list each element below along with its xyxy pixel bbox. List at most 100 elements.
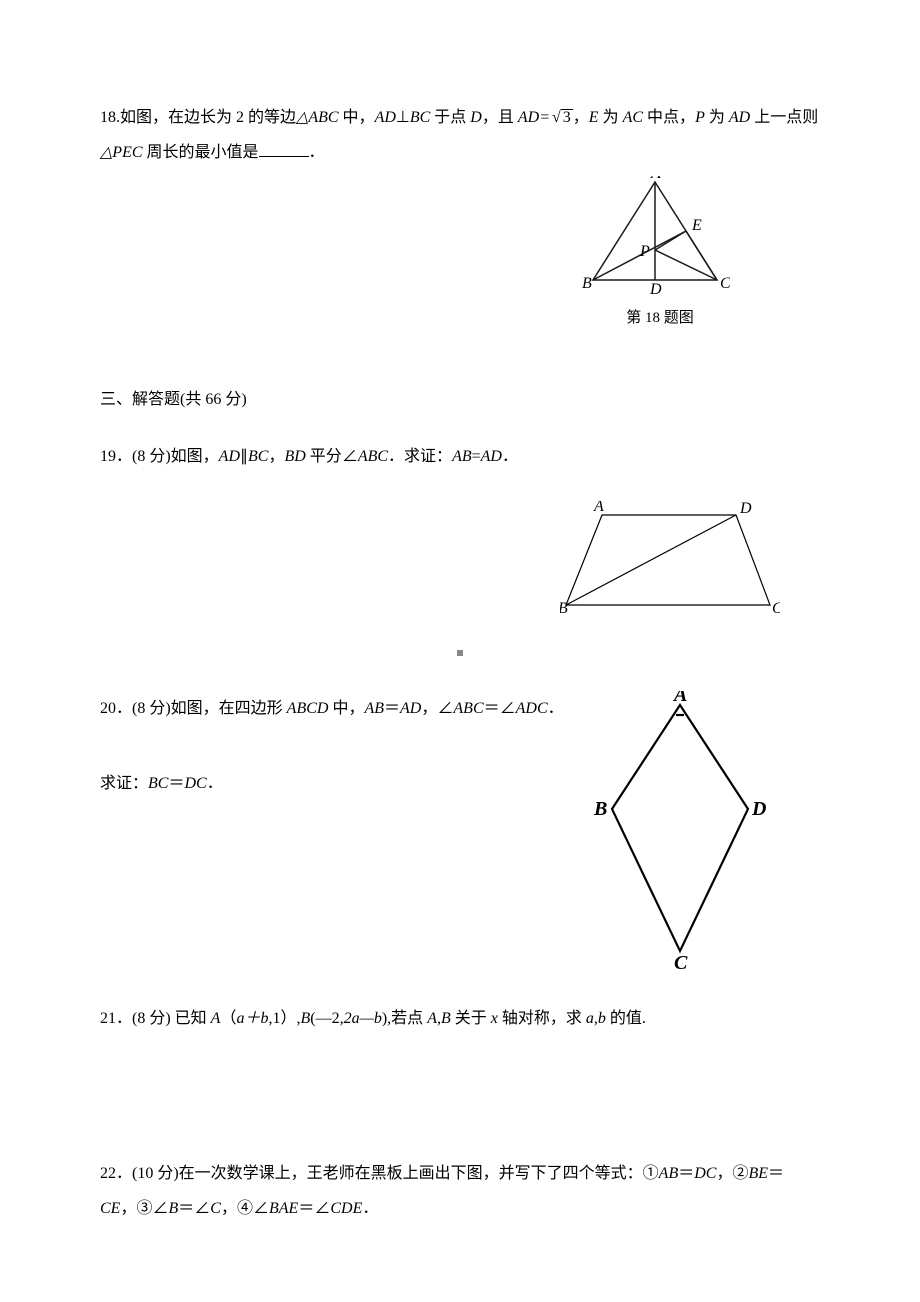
q22-eq2: ＝ (768, 1165, 784, 1182)
q20-adc: ADC (516, 700, 548, 717)
q18-text: 18.如图，在边长为 2 的等边△ABC 中，AD⊥BC 于点 D，且 AD=√… (100, 100, 820, 170)
q22-h: 22．(10 分)在一次数学课上，王老师在黑板上画出下图，并写下了四个等式：① (100, 1165, 659, 1182)
q18-perp: ⊥ (396, 109, 410, 126)
svg-text:C: C (772, 600, 780, 617)
q22-c: C (210, 1200, 221, 1217)
q18-t1: 18.如图，在边长为 2 的等边 (100, 109, 296, 126)
svg-text:B: B (593, 798, 607, 820)
q20-bc: BC (148, 775, 168, 792)
q18-pec: △PEC (100, 144, 143, 161)
q18-t8: 为 (705, 109, 729, 126)
q21-p1: （ (220, 1010, 236, 1027)
q19-figure-wrap: A D B C (560, 501, 790, 621)
q21-h: 21．(8 分) 已知 (100, 1010, 211, 1027)
q18-t4: ，且 (482, 109, 518, 126)
q19-eq: = (472, 448, 481, 465)
q19-ad2: AD (481, 448, 502, 465)
q19-ab: AB (452, 448, 472, 465)
q18-t6: 为 (599, 109, 623, 126)
q19-par: ∥ (240, 448, 248, 465)
q19-h: 19．(8 分)如图， (100, 448, 219, 465)
q21-p3: ),若点 (382, 1010, 427, 1027)
question-19: 19．(8 分)如图，AD∥BC，BD 平分∠ABC．求证：AB=AD． A D… (100, 439, 820, 620)
q19-abc: ABC (358, 448, 388, 465)
q21-tail: 轴对称，求 (498, 1010, 586, 1027)
q20-eq1: ＝ (384, 700, 400, 717)
q22-cde: CDE (330, 1200, 362, 1217)
q21-ab: a＋b (236, 1010, 268, 1027)
q20-abc: ABC (453, 700, 483, 717)
svg-text:A: A (672, 691, 687, 706)
q22-text: 22．(10 分)在一次数学课上，王老师在黑板上画出下图，并写下了四个等式：①A… (100, 1156, 820, 1226)
q18-period: ． (309, 144, 325, 161)
q22-b: B (168, 1200, 178, 1217)
q22-ang4: ∠ (314, 1200, 330, 1217)
q21-p2: (—2, (310, 1010, 343, 1027)
q19-p1: ．求证： (388, 448, 452, 465)
q22-ang1: ∠ (152, 1200, 168, 1217)
svg-text:D: D (739, 501, 752, 517)
q20-eq3: ＝ (168, 775, 184, 792)
q22-dc: DC (694, 1165, 716, 1182)
q18-t2: 中， (339, 109, 375, 126)
svg-text:B: B (582, 275, 592, 292)
question-22: 22．(10 分)在一次数学课上，王老师在黑板上画出下图，并写下了四个等式：①A… (100, 1156, 820, 1226)
q20-c1: ， (421, 700, 437, 717)
q18-p: P (695, 109, 705, 126)
q19-p2: ． (502, 448, 518, 465)
section-3-heading: 三、解答题(共 66 分) (100, 385, 820, 409)
q20-dc: DC (184, 775, 206, 792)
q20-text: 20．(8 分)如图，在四边形 ABCD 中，AB＝AD，∠ABC＝∠ADC． (100, 691, 570, 726)
svg-text:C: C (720, 275, 730, 292)
q18-adeq: AD= (518, 109, 550, 126)
q20-abcd: ABCD (287, 700, 329, 717)
q18-bc: BC (410, 109, 430, 126)
q20-p2: ． (207, 775, 223, 792)
question-18: 18.如图，在边长为 2 的等边△ABC 中，AD⊥BC 于点 D，且 AD=√… (100, 100, 820, 335)
q22-bae: BAE (269, 1200, 298, 1217)
q20-ad: AD (400, 700, 421, 717)
svg-text:E: E (691, 217, 702, 234)
q18-t9: 上一点则 (750, 109, 818, 126)
q19-bd: BD (284, 448, 305, 465)
q18-d: D (470, 109, 482, 126)
q21-text: 21．(8 分) 已知 A（a＋b,1）,B(—2,2a—b),若点 A,B 关… (100, 1001, 820, 1036)
q22-ang2: ∠ (194, 1200, 210, 1217)
q19-text: 19．(8 分)如图，AD∥BC，BD 平分∠ABC．求证：AB=AD． (100, 439, 820, 474)
q21-B: B (301, 1010, 311, 1027)
q22-eq1: ＝ (678, 1165, 694, 1182)
q19-bc: BC (248, 448, 268, 465)
question-20: 20．(8 分)如图，在四边形 ABCD 中，AB＝AD，∠ABC＝∠ADC． … (100, 691, 820, 971)
q22-c1: ，② (716, 1165, 748, 1182)
q20-ab: AB (364, 700, 384, 717)
q21-x: x (491, 1010, 498, 1027)
q22-eq3: ＝ (178, 1200, 194, 1217)
q18-figure: A B C D E P (580, 176, 730, 296)
q18-ad2: AD (729, 109, 750, 126)
q19-mid: 平分 (306, 448, 342, 465)
q18-tail: 周长的最小值是 (143, 144, 259, 161)
decorative-dot (457, 650, 463, 656)
q21-A: A (211, 1010, 221, 1027)
q21-expr: 2a—b (344, 1010, 382, 1027)
q22-be: BE (748, 1165, 768, 1182)
q22-ang3: ∠ (253, 1200, 269, 1217)
q20-figure-wrap: A B D C (590, 691, 790, 971)
q22-c3: ，④ (221, 1200, 253, 1217)
q20-prove: 求证：BC＝DC． (100, 766, 570, 801)
question-21: 21．(8 分) 已知 A（a＋b,1）,B(—2,2a—b),若点 A,B 关… (100, 1001, 820, 1036)
spacer (100, 1066, 820, 1156)
q22-p: ． (362, 1200, 378, 1217)
spacer (100, 651, 820, 691)
q22-ab: AB (659, 1165, 679, 1182)
q20-figure: A B D C (590, 691, 770, 971)
q18-t5: ， (573, 109, 589, 126)
q19-figure: A D B C (560, 501, 780, 621)
q20-pr: 求证： (100, 775, 148, 792)
q21-end: 的值. (606, 1010, 646, 1027)
q18-caption: 第 18 题图 (580, 302, 740, 335)
svg-text:A: A (593, 501, 604, 515)
q22-c2: ，③ (120, 1200, 152, 1217)
q21-mid: 关于 (451, 1010, 491, 1027)
q18-t7: 中点， (643, 109, 695, 126)
